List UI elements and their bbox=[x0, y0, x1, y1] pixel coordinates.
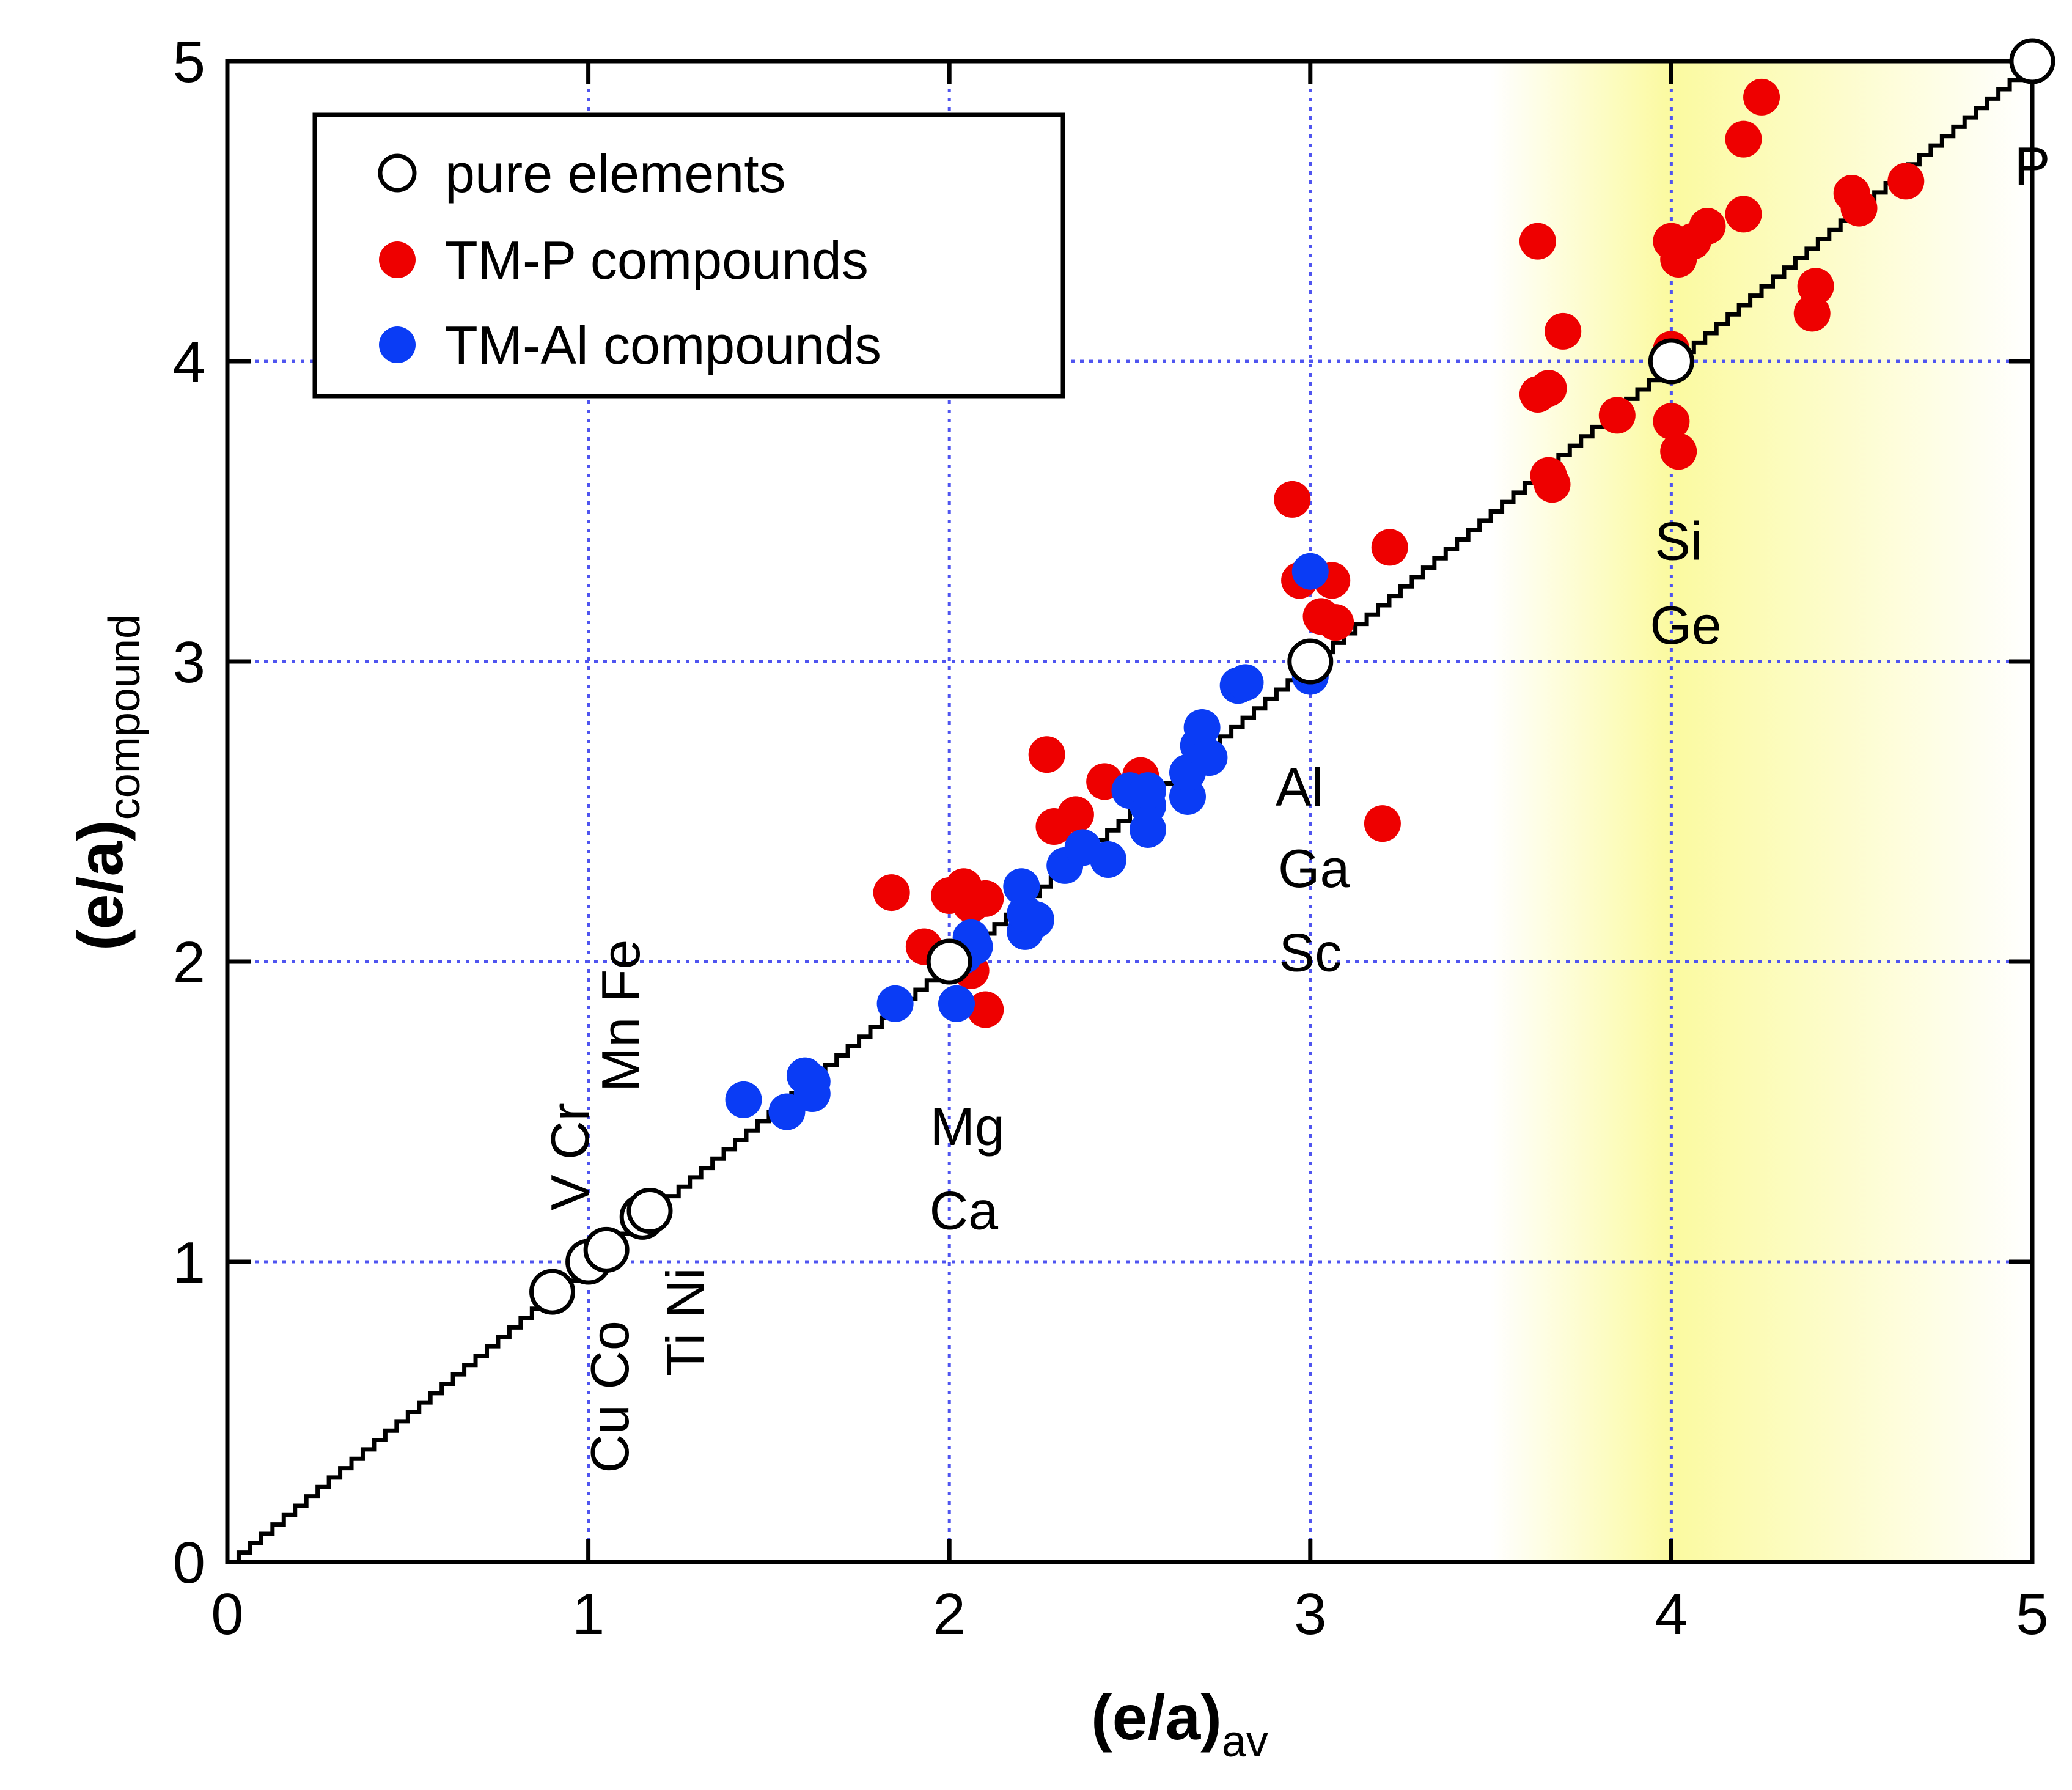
y-axis-title-main: (e/a) bbox=[65, 820, 136, 951]
x-tick-label-2: 2 bbox=[933, 1582, 966, 1647]
point-pure-elements-5 bbox=[926, 938, 972, 985]
y-tick-label-3: 3 bbox=[173, 630, 205, 695]
y-tick-label-4: 4 bbox=[173, 330, 205, 395]
point-tm-p-compounds-0 bbox=[873, 874, 910, 912]
annotation-ca: Ca bbox=[930, 1180, 999, 1241]
legend-label-tm-p: TM-P compounds bbox=[445, 230, 869, 290]
point-tm-p-compounds-41 bbox=[1887, 163, 1925, 200]
legend-label-tm-al: TM-Al compounds bbox=[445, 315, 881, 375]
annotation-cu-co: Cu Co bbox=[579, 1320, 640, 1473]
x-tick-label-1: 1 bbox=[572, 1582, 604, 1647]
point-tm-p-compounds-31 bbox=[1660, 433, 1697, 470]
annotation-sc: Sc bbox=[1279, 922, 1342, 982]
point-tm-al-compounds-6 bbox=[938, 985, 975, 1022]
annotation-mg: Mg bbox=[930, 1096, 1005, 1157]
highlight-band bbox=[1491, 61, 2032, 1562]
point-tm-al-compounds-5 bbox=[876, 985, 914, 1022]
y-tick-label-0: 0 bbox=[173, 1530, 205, 1596]
point-tm-p-compounds-19 bbox=[1364, 805, 1401, 842]
point-pure-elements-4 bbox=[626, 1188, 673, 1234]
y-axis-title: (e/a)compound bbox=[65, 614, 149, 951]
legend-marker-pure-elements bbox=[378, 153, 417, 193]
point-tm-p-compounds-6 bbox=[967, 991, 1004, 1028]
annotation-mn-fe: Mn Fe bbox=[590, 940, 651, 1092]
point-tm-p-compounds-17 bbox=[1317, 604, 1354, 641]
point-tm-p-compounds-8 bbox=[1028, 736, 1065, 773]
point-tm-al-compounds-27 bbox=[1227, 664, 1264, 701]
annotation-al: Al bbox=[1276, 757, 1323, 817]
x-tick-label-5: 5 bbox=[2016, 1582, 2048, 1647]
point-tm-p-compounds-40 bbox=[1840, 190, 1878, 227]
point-pure-elements-0 bbox=[529, 1269, 576, 1315]
x-axis-title: (e/a)av bbox=[1091, 1682, 1268, 1766]
point-tm-al-compounds-29 bbox=[1291, 553, 1329, 590]
point-tm-al-compounds-4 bbox=[793, 1063, 831, 1100]
point-tm-p-compounds-35 bbox=[1725, 196, 1762, 233]
annotation-v-cr: V Cr bbox=[540, 1103, 600, 1210]
point-tm-p-compounds-18 bbox=[1371, 529, 1408, 566]
point-tm-p-compounds-34 bbox=[1725, 120, 1762, 158]
x-axis-title-sub: av bbox=[1222, 1717, 1268, 1766]
point-pure-elements-2 bbox=[583, 1226, 630, 1273]
point-tm-al-compounds-10 bbox=[1003, 868, 1040, 905]
plot-frame bbox=[225, 59, 2035, 1564]
point-tm-p-compounds-24 bbox=[1534, 466, 1571, 503]
point-tm-al-compounds-25 bbox=[1191, 739, 1228, 776]
legend-marker-tm-al bbox=[379, 326, 416, 363]
point-tm-al-compounds-20 bbox=[1130, 772, 1167, 809]
point-tm-p-compounds-37 bbox=[1793, 295, 1831, 332]
point-tm-p-compounds-25 bbox=[1545, 312, 1582, 350]
annotation-ge: Ge bbox=[1650, 595, 1721, 655]
point-tm-p-compounds-28 bbox=[1653, 403, 1690, 440]
point-tm-p-compounds-5 bbox=[967, 880, 1004, 917]
x-tick-label-3: 3 bbox=[1294, 1582, 1326, 1647]
point-pure-elements-8 bbox=[2009, 38, 2055, 84]
point-tm-al-compounds-13 bbox=[1017, 901, 1054, 938]
reference-line-y-equals-x bbox=[227, 61, 2035, 1564]
legend-label-pure-elements: pure elements bbox=[445, 143, 786, 204]
point-tm-al-compounds-0 bbox=[725, 1081, 762, 1118]
point-tm-al-compounds-16 bbox=[1090, 841, 1127, 878]
point-tm-p-compounds-13 bbox=[1274, 481, 1311, 518]
point-tm-p-compounds-20 bbox=[1519, 223, 1556, 260]
point-pure-elements-6 bbox=[1287, 638, 1334, 685]
legend-marker-tm-p bbox=[379, 241, 416, 278]
point-tm-al-compounds-1 bbox=[768, 1093, 806, 1130]
point-tm-p-compounds-26 bbox=[1598, 397, 1636, 434]
annotation-ga: Ga bbox=[1278, 838, 1350, 899]
annotation-si: Si bbox=[1655, 511, 1702, 572]
y-tick-label-1: 1 bbox=[173, 1230, 205, 1295]
point-tm-p-compounds-10 bbox=[1057, 796, 1094, 833]
point-tm-p-compounds-36 bbox=[1743, 78, 1780, 116]
legend-box bbox=[312, 112, 1065, 399]
legend: pure elements TM-P compounds TM-Al compo… bbox=[312, 112, 1065, 399]
x-tick-label-4: 4 bbox=[1655, 1582, 1688, 1647]
annotation-ti-ni: Ti Ni bbox=[655, 1267, 716, 1376]
y-tick-label-5: 5 bbox=[173, 29, 205, 95]
point-tm-p-compounds-22 bbox=[1530, 370, 1567, 407]
x-axis-title-main: (e/a) bbox=[1091, 1682, 1222, 1753]
point-pure-elements-7 bbox=[1648, 338, 1694, 385]
annotation-p: P bbox=[2015, 136, 2051, 196]
point-tm-al-compounds-24 bbox=[1183, 709, 1221, 746]
point-tm-p-compounds-38 bbox=[1797, 268, 1834, 305]
point-tm-p-compounds-33 bbox=[1689, 208, 1726, 245]
x-tick-label-0: 0 bbox=[211, 1582, 243, 1647]
y-axis-title-sub: compound bbox=[100, 614, 149, 820]
y-tick-label-2: 2 bbox=[173, 930, 205, 995]
